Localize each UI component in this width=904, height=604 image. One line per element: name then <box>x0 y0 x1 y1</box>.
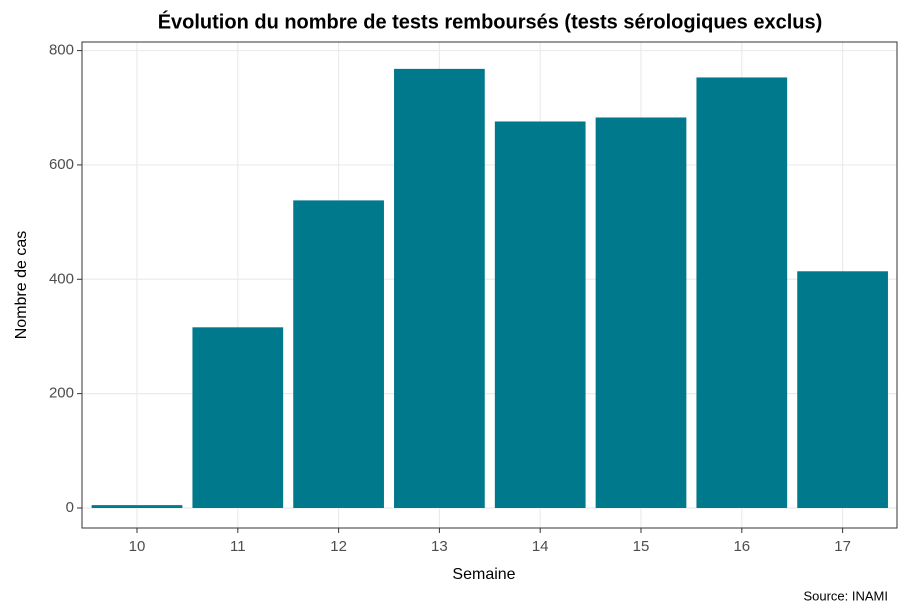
y-tick-label: 800 <box>49 42 74 59</box>
caption: Source: INAMI <box>803 588 888 603</box>
x-tick-label: 17 <box>834 538 851 555</box>
x-tick-label: 11 <box>230 538 246 555</box>
bar <box>91 505 183 508</box>
chart-title: Évolution du nombre de tests remboursés … <box>158 10 823 33</box>
x-tick-label: 12 <box>330 538 347 555</box>
x-tick-label: 13 <box>431 538 448 555</box>
bar <box>696 77 788 508</box>
y-tick-label: 0 <box>66 499 74 516</box>
bar <box>394 68 485 508</box>
bar <box>192 327 284 508</box>
x-tick-label: 10 <box>129 538 146 555</box>
y-tick-label: 200 <box>49 385 74 402</box>
panel-border <box>81 41 898 529</box>
x-tick-label: 16 <box>733 538 750 555</box>
y-tick-label: 400 <box>49 270 74 287</box>
bar <box>293 200 384 508</box>
bar <box>797 271 888 508</box>
bar <box>494 121 586 508</box>
y-tick-label: 600 <box>49 156 74 173</box>
bars <box>91 68 888 508</box>
bar <box>595 117 687 508</box>
x-axis-label: Semaine <box>452 566 515 583</box>
x-tick-label: 15 <box>633 538 650 555</box>
y-axis-label: Nombre de cas <box>13 231 30 340</box>
x-tick-label: 14 <box>532 538 549 555</box>
